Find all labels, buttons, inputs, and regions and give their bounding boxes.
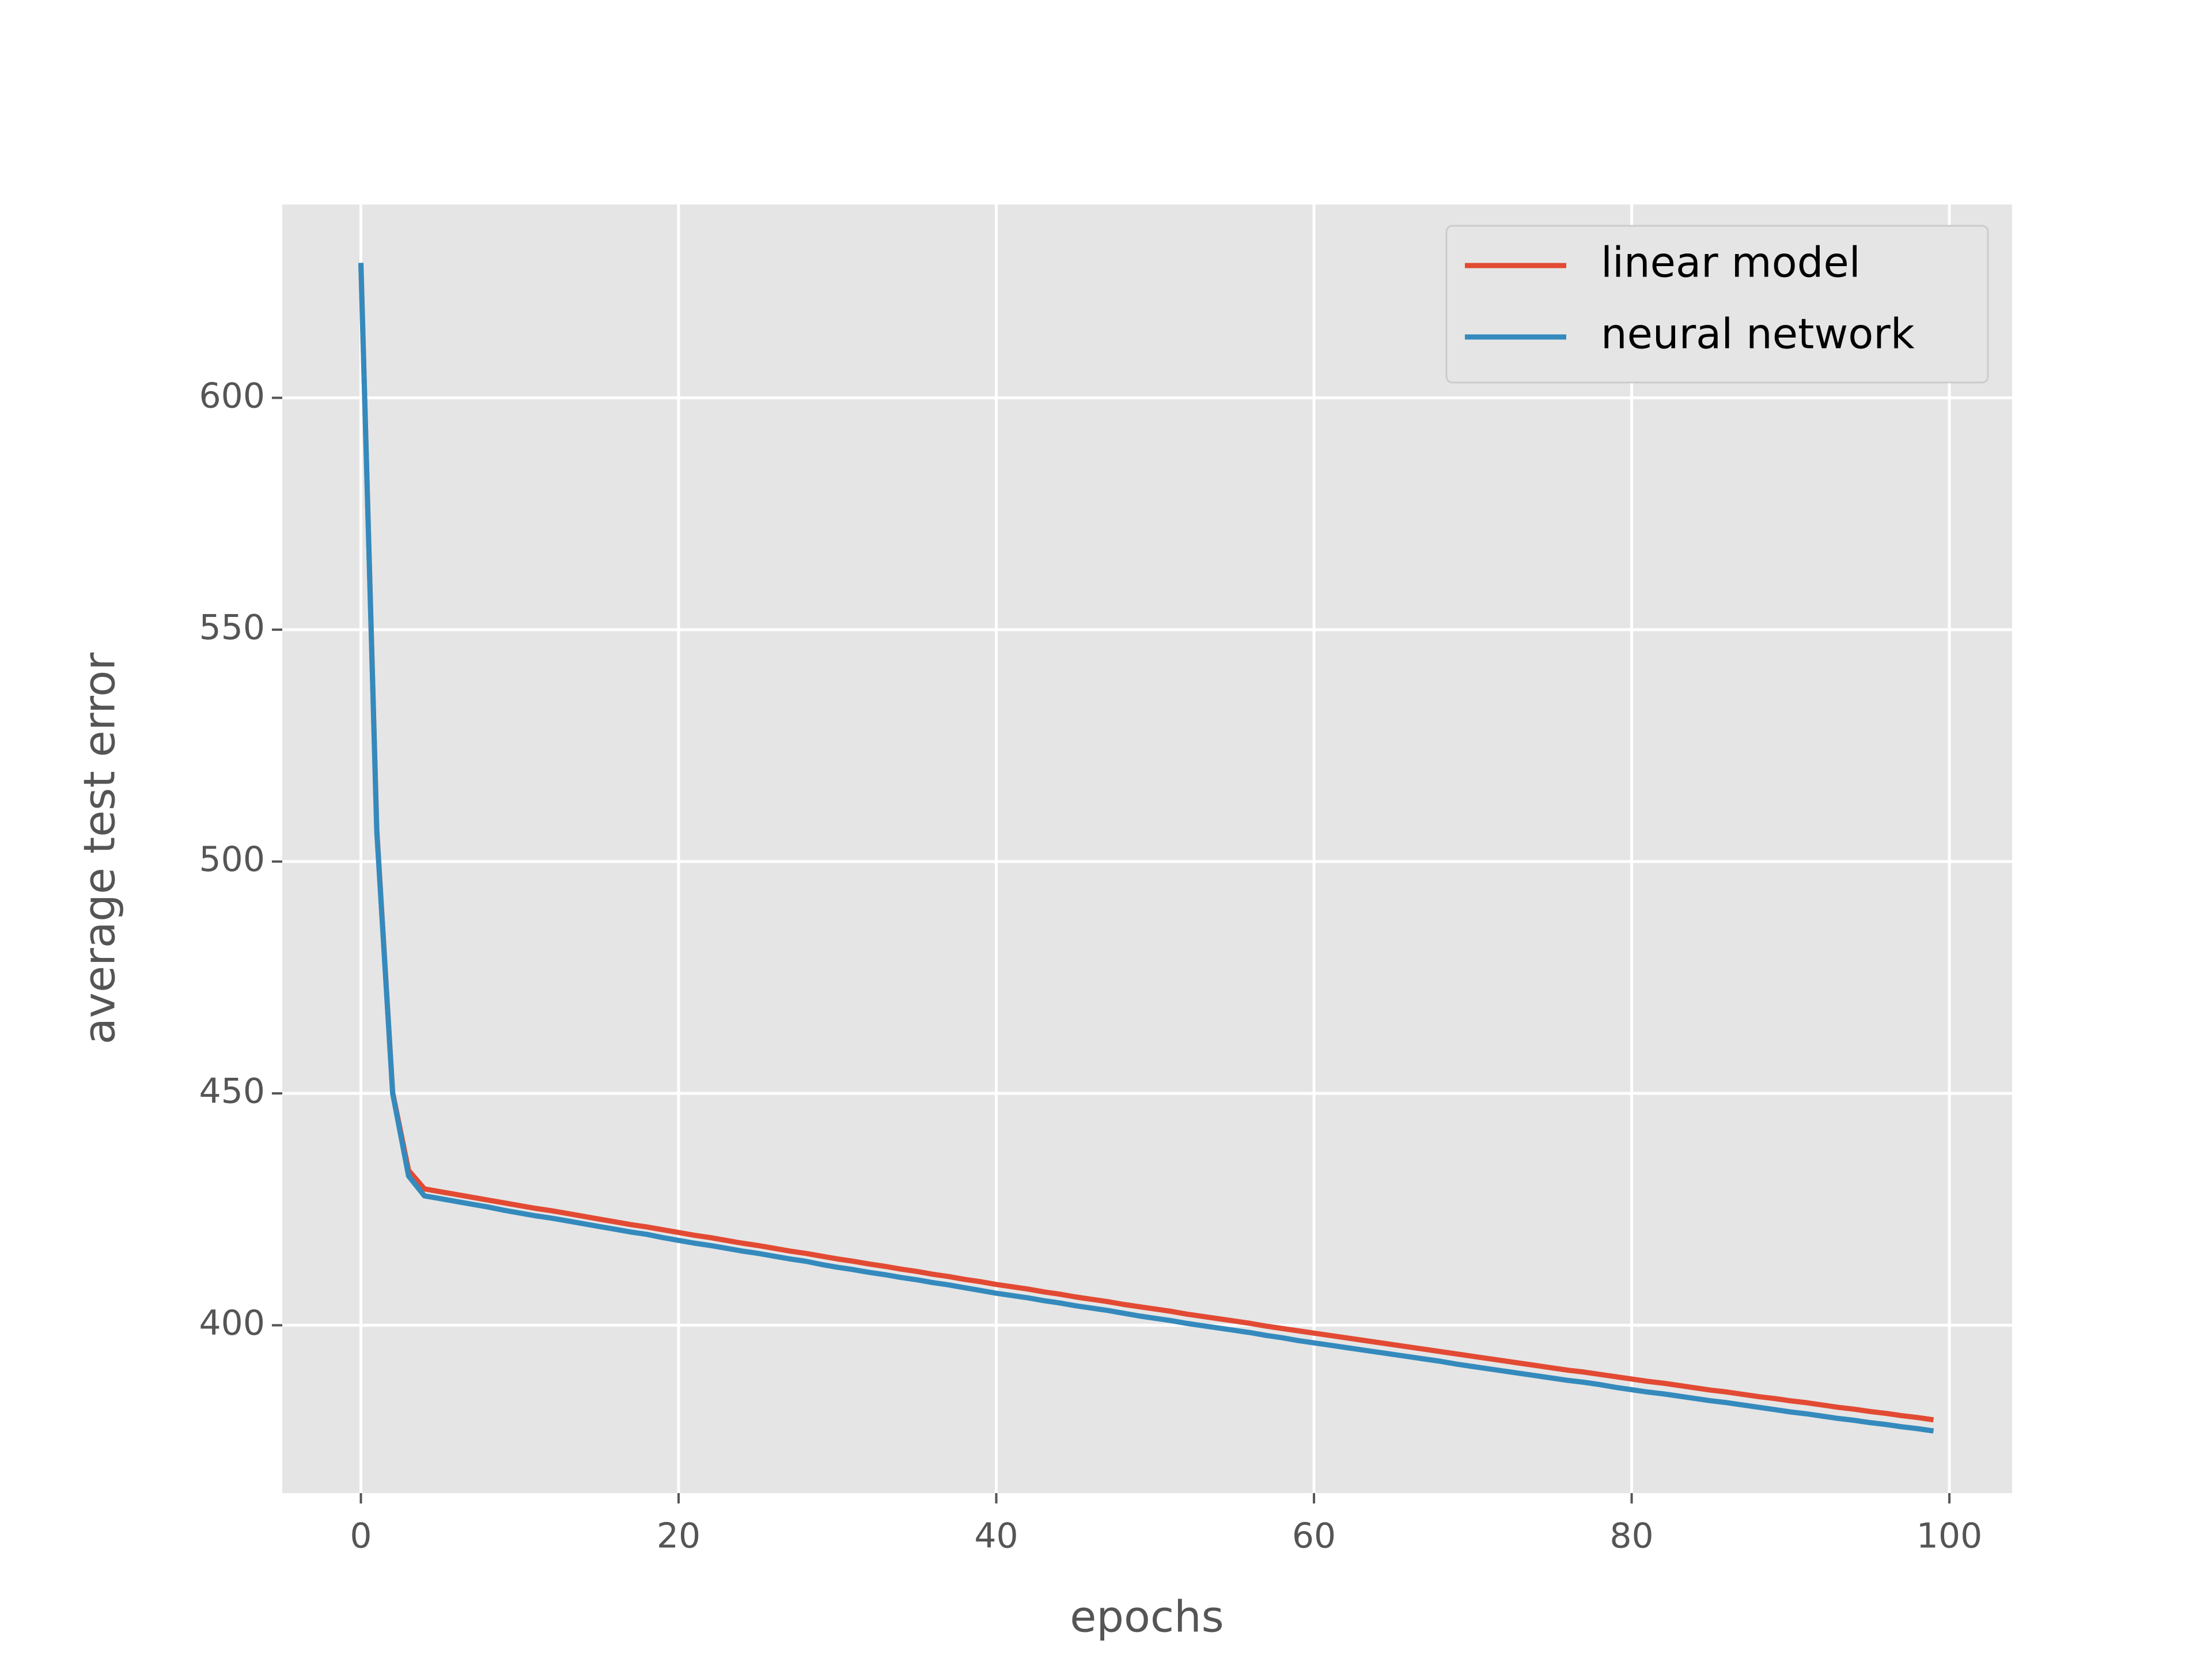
y-tick-label: 500 bbox=[199, 839, 265, 880]
x-tick-label: 0 bbox=[350, 1516, 372, 1556]
x-tick-label: 80 bbox=[1609, 1516, 1653, 1556]
y-tick-label: 600 bbox=[199, 376, 265, 416]
x-tick-label: 100 bbox=[1916, 1516, 1983, 1556]
legend-label: linear model bbox=[1601, 238, 1861, 287]
legend-label: neural network bbox=[1601, 310, 1915, 358]
legend-box bbox=[1445, 225, 1989, 384]
x-tick-label: 20 bbox=[657, 1516, 700, 1556]
y-tick-label: 400 bbox=[199, 1303, 265, 1343]
x-axis-label: epochs bbox=[1070, 1592, 1224, 1642]
x-tick-label: 40 bbox=[974, 1516, 1018, 1556]
y-tick-label: 450 bbox=[199, 1071, 265, 1112]
line-series bbox=[358, 263, 1934, 1423]
x-tick-label: 60 bbox=[1292, 1516, 1336, 1556]
y-tick-label: 550 bbox=[199, 608, 265, 648]
line-series bbox=[358, 263, 1934, 1434]
plot-area bbox=[282, 204, 2012, 1493]
y-axis-label: average test error bbox=[74, 653, 125, 1044]
